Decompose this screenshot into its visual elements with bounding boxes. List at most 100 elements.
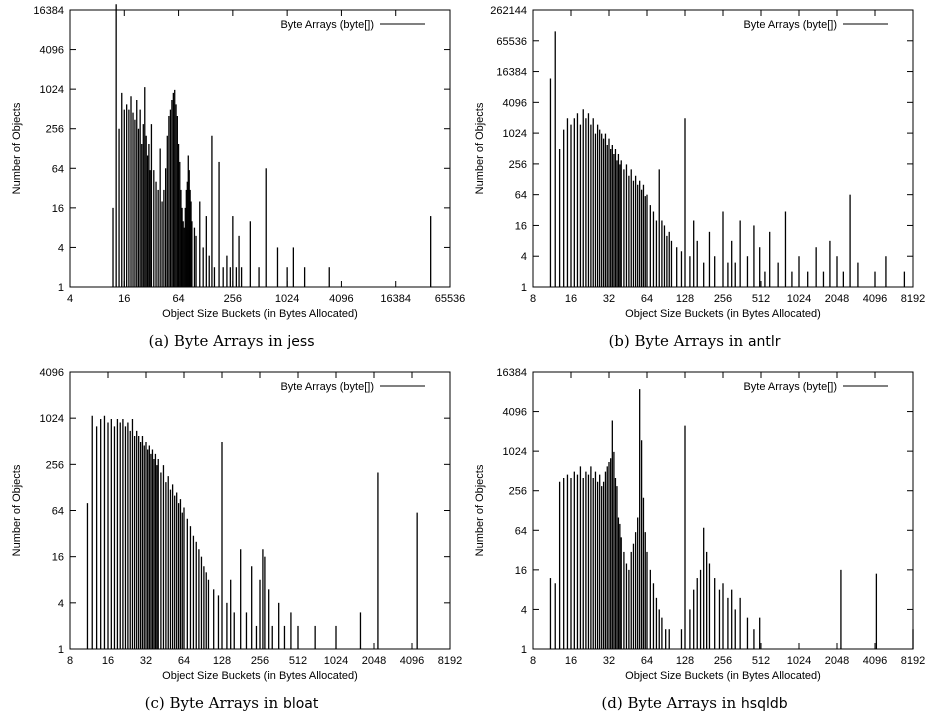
y-tick-label: 16384 bbox=[496, 67, 527, 79]
caption-a: (a) Byte Arrays in jess bbox=[0, 332, 463, 350]
x-tick-label: 8192 bbox=[901, 293, 925, 305]
y-tick-label: 64 bbox=[515, 525, 527, 537]
y-axis-label: Number of Objects bbox=[11, 102, 23, 194]
legend-label: Byte Arrays (byte[]) bbox=[280, 19, 374, 31]
x-tick-label: 256 bbox=[251, 655, 269, 667]
y-tick-label: 65536 bbox=[496, 36, 527, 48]
caption-d-prefix: (d) Byte Arrays in bbox=[601, 694, 741, 712]
y-tick-label: 16384 bbox=[496, 367, 527, 379]
y-tick-label: 16 bbox=[52, 203, 64, 215]
x-tick-label: 128 bbox=[676, 655, 694, 667]
y-tick-label: 4 bbox=[521, 604, 527, 616]
caption-c-prefix: (c) Byte Arrays in bbox=[144, 694, 283, 712]
x-tick-label: 16384 bbox=[380, 293, 411, 305]
x-tick-label: 32 bbox=[603, 655, 615, 667]
y-tick-label: 1024 bbox=[40, 413, 64, 425]
legend-label: Byte Arrays (byte[]) bbox=[743, 381, 837, 393]
y-tick-label: 16 bbox=[515, 220, 527, 232]
x-tick-label: 4096 bbox=[329, 293, 353, 305]
x-tick-label: 2048 bbox=[362, 655, 386, 667]
y-tick-label: 4096 bbox=[40, 367, 64, 379]
x-tick-label: 256 bbox=[714, 293, 732, 305]
x-tick-label: 8 bbox=[530, 293, 536, 305]
y-tick-label: 1024 bbox=[40, 84, 64, 96]
y-tick-label: 16384 bbox=[33, 5, 64, 17]
x-tick-label: 32 bbox=[603, 293, 615, 305]
y-tick-label: 4096 bbox=[503, 97, 527, 109]
x-tick-label: 8 bbox=[530, 655, 536, 667]
caption-b: (b) Byte Arrays in antlr bbox=[463, 332, 926, 350]
x-tick-label: 4096 bbox=[400, 655, 424, 667]
x-axis-label: Object Size Buckets (in Bytes Allocated) bbox=[625, 670, 821, 682]
chart-svg-b: 1 4 16 64 256 1024 4096 16384 65536 262144 8 16 32 64… bbox=[474, 5, 925, 320]
x-tick-label: 4096 bbox=[863, 293, 887, 305]
x-tick-label: 8192 bbox=[438, 655, 462, 667]
y-tick-label: 4096 bbox=[503, 407, 527, 419]
y-axis-label: Number of Objects bbox=[474, 464, 486, 556]
x-tick-label: 1024 bbox=[787, 293, 811, 305]
x-tick-label: 64 bbox=[178, 655, 190, 667]
x-tick-label: 256 bbox=[714, 655, 732, 667]
x-tick-label: 64 bbox=[641, 655, 653, 667]
x-tick-label: 256 bbox=[224, 293, 242, 305]
x-tick-label: 2048 bbox=[825, 655, 849, 667]
y-tick-label: 16 bbox=[515, 565, 527, 577]
y-tick-label: 256 bbox=[46, 124, 64, 136]
x-tick-label: 1024 bbox=[787, 655, 811, 667]
y-tick-label: 64 bbox=[52, 506, 64, 518]
y-tick-label: 4 bbox=[58, 598, 64, 610]
caption-c: (c) Byte Arrays in bloat bbox=[0, 694, 463, 712]
x-tick-label: 64 bbox=[172, 293, 184, 305]
y-tick-label: 4 bbox=[521, 251, 527, 263]
x-tick-label: 16 bbox=[565, 655, 577, 667]
legend-label: Byte Arrays (byte[]) bbox=[743, 19, 837, 31]
y-tick-label: 16 bbox=[52, 552, 64, 564]
x-tick-label: 512 bbox=[752, 655, 770, 667]
chart-svg-d: 1 4 16 64 256 1024 4096 16384 8 16 32 64 128 256 512 10… bbox=[474, 367, 925, 682]
x-tick-label: 64 bbox=[641, 293, 653, 305]
x-tick-label: 4096 bbox=[863, 655, 887, 667]
y-tick-label: 4096 bbox=[40, 45, 64, 57]
x-tick-label: 1024 bbox=[324, 655, 348, 667]
x-tick-label: 16 bbox=[565, 293, 577, 305]
caption-d: (d) Byte Arrays in hsqldb bbox=[463, 694, 926, 712]
y-tick-label: 256 bbox=[509, 486, 527, 498]
x-tick-label: 128 bbox=[676, 293, 694, 305]
legend-label: Byte Arrays (byte[]) bbox=[280, 381, 374, 393]
x-tick-label: 8192 bbox=[901, 655, 925, 667]
x-tick-label: 16 bbox=[102, 655, 114, 667]
y-tick-label: 1024 bbox=[503, 128, 527, 140]
y-tick-label: 1 bbox=[58, 644, 64, 656]
chart-svg-c: 1 4 16 64 256 1024 4096 8 16 32 64 128 256 512 1024 204… bbox=[11, 367, 462, 682]
x-tick-label: 32 bbox=[140, 655, 152, 667]
chart-panel-d: 1 4 16 64 256 1024 4096 16384 8 16 32 64 128 256 512 10… bbox=[463, 362, 926, 724]
x-tick-label: 4 bbox=[67, 293, 73, 305]
chart-panel-a: 1 4 16 64 256 1024 4096 16384 4 16 64 256 1024 4096 16… bbox=[0, 0, 465, 362]
x-tick-label: 16 bbox=[118, 293, 130, 305]
caption-d-benchmark: hsqldb bbox=[740, 696, 788, 712]
y-tick-label: 1 bbox=[58, 282, 64, 294]
y-tick-label: 4 bbox=[58, 242, 64, 254]
y-tick-label: 256 bbox=[509, 159, 527, 171]
x-axis-label: Object Size Buckets (in Bytes Allocated) bbox=[625, 308, 821, 320]
caption-a-benchmark: jess bbox=[287, 334, 315, 350]
chart-panel-c: 1 4 16 64 256 1024 4096 8 16 32 64 128 256 512 1024 204… bbox=[0, 362, 463, 724]
x-tick-label: 128 bbox=[213, 655, 231, 667]
x-tick-label: 1024 bbox=[275, 293, 299, 305]
caption-c-benchmark: bloat bbox=[282, 696, 319, 712]
x-tick-label: 512 bbox=[752, 293, 770, 305]
y-axis-label: Number of Objects bbox=[474, 102, 486, 194]
y-tick-label: 1 bbox=[521, 644, 527, 656]
y-tick-label: 1 bbox=[521, 282, 527, 294]
x-axis-label: Object Size Buckets (in Bytes Allocated) bbox=[162, 308, 358, 320]
y-tick-label: 256 bbox=[46, 459, 64, 471]
y-tick-label: 262144 bbox=[490, 5, 527, 17]
x-axis-label: Object Size Buckets (in Bytes Allocated) bbox=[162, 670, 358, 682]
caption-b-prefix: (b) Byte Arrays in bbox=[608, 332, 748, 350]
y-tick-label: 1024 bbox=[503, 446, 527, 458]
plot-frame bbox=[69, 9, 451, 288]
x-tick-label: 512 bbox=[289, 655, 307, 667]
caption-b-benchmark: antlr bbox=[747, 334, 781, 350]
chart-panel-b: 1 4 16 64 256 1024 4096 16384 65536 262144 8 16 32 64… bbox=[463, 0, 926, 362]
